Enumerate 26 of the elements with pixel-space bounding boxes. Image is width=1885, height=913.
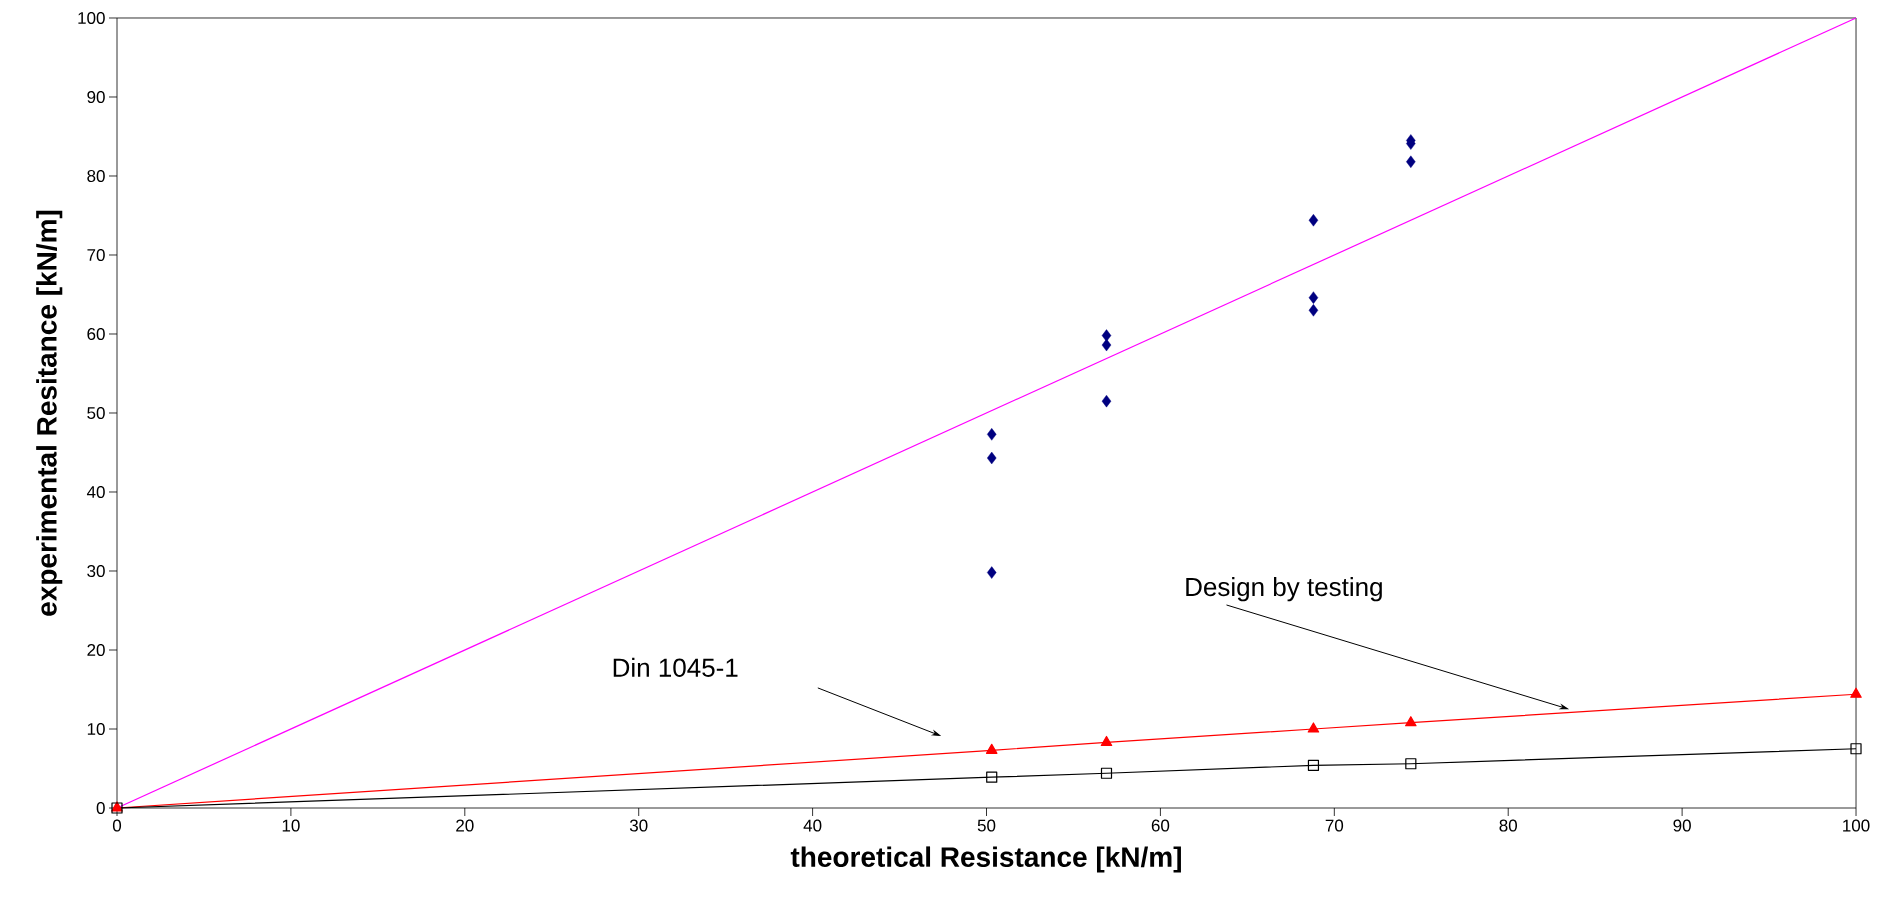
x-tick-label: 30 bbox=[629, 819, 648, 832]
y-tick-label: 40 bbox=[86, 485, 105, 499]
y-tick-label: 80 bbox=[87, 169, 105, 183]
x-tick-label: 0 bbox=[112, 819, 122, 832]
annotation: Design by testing bbox=[1186, 577, 1382, 602]
x-tick-label: 70 bbox=[1325, 819, 1344, 832]
annotation: Din 1045-1 bbox=[613, 657, 738, 677]
y-tick-label: 70 bbox=[87, 248, 105, 262]
y-axis-title: experimental Resitance [kN/m] bbox=[36, 210, 63, 616]
y-tick-label: 60 bbox=[87, 327, 105, 341]
x-tick-label: 10 bbox=[282, 819, 300, 832]
x-tick-label: 40 bbox=[803, 819, 822, 832]
y-tick-label: 30 bbox=[87, 564, 105, 578]
x-tick-label: 50 bbox=[977, 819, 996, 832]
x-axis-title: theoretical Resistance [kN/m] bbox=[790, 846, 1181, 873]
y-tick-label: 0 bbox=[96, 801, 105, 815]
y-tick-label: 100 bbox=[78, 11, 105, 25]
y-tick-label: 10 bbox=[87, 722, 105, 736]
x-tick-label: 100 bbox=[1843, 819, 1870, 832]
x-tick-label: 20 bbox=[456, 819, 474, 832]
x-tick-label: 80 bbox=[1499, 819, 1518, 832]
y-tick-label: 20 bbox=[87, 643, 105, 657]
y-tick-label: 90 bbox=[87, 90, 105, 104]
x-tick-label: 60 bbox=[1151, 819, 1170, 832]
x-tick-label: 90 bbox=[1673, 819, 1691, 832]
y-tick-label: 50 bbox=[87, 406, 105, 420]
